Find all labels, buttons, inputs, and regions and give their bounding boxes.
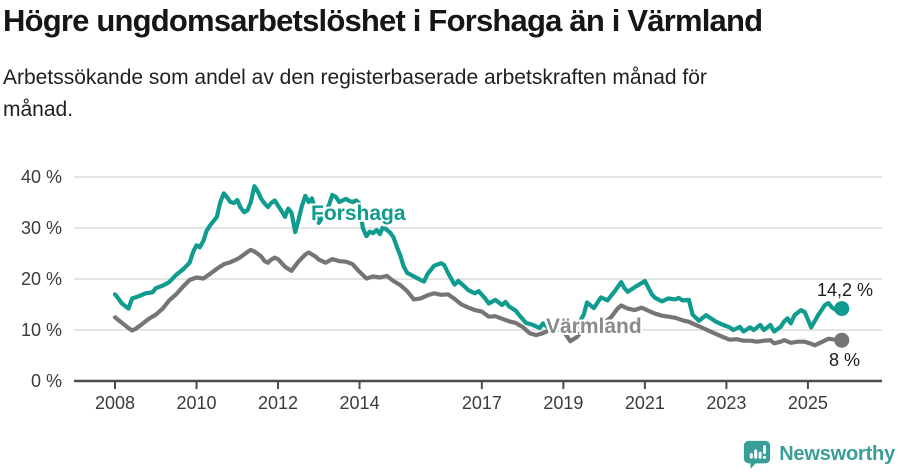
x-tick-label: 2021: [625, 393, 665, 413]
y-tick-label: 30 %: [21, 218, 62, 238]
newsworthy-bubble-chart-icon: [744, 440, 771, 470]
newsworthy-logo: Newsworthy: [742, 439, 895, 470]
x-tick-label: 2008: [95, 393, 135, 413]
y-tick-label: 40 %: [21, 167, 62, 187]
y-tick-label: 10 %: [21, 320, 62, 340]
x-tick-label: 2023: [706, 393, 746, 413]
x-tick-label: 2012: [258, 393, 298, 413]
series-label-forshaga: Forshaga: [311, 202, 406, 225]
x-tick-label: 2017: [462, 393, 502, 413]
series-label-varmland: Värmland: [546, 315, 642, 338]
end-dot-forshaga: [834, 301, 850, 317]
end-value-label-varmland: 8 %: [829, 350, 861, 370]
end-value-label-forshaga: 14,2 %: [817, 280, 874, 300]
series-line-forshaga: [112, 184, 844, 335]
y-tick-label: 0 %: [31, 371, 62, 391]
chart-title: Högre ungdomsarbetslöshet i Forshaga än …: [3, 3, 763, 38]
y-tick-label: 20 %: [21, 269, 62, 289]
newsworthy-wordmark: Newsworthy: [779, 443, 895, 465]
series-line-vrmland: [112, 247, 844, 348]
x-tick-label: 2010: [176, 393, 216, 413]
chart-subtitle: Arbetssökande som andel av den registerb…: [3, 66, 707, 121]
x-tick-label: 2025: [788, 393, 828, 413]
x-tick-label: 2019: [543, 393, 583, 413]
end-dot-vrmland: [834, 332, 850, 348]
x-tick-label: 2014: [340, 393, 380, 413]
